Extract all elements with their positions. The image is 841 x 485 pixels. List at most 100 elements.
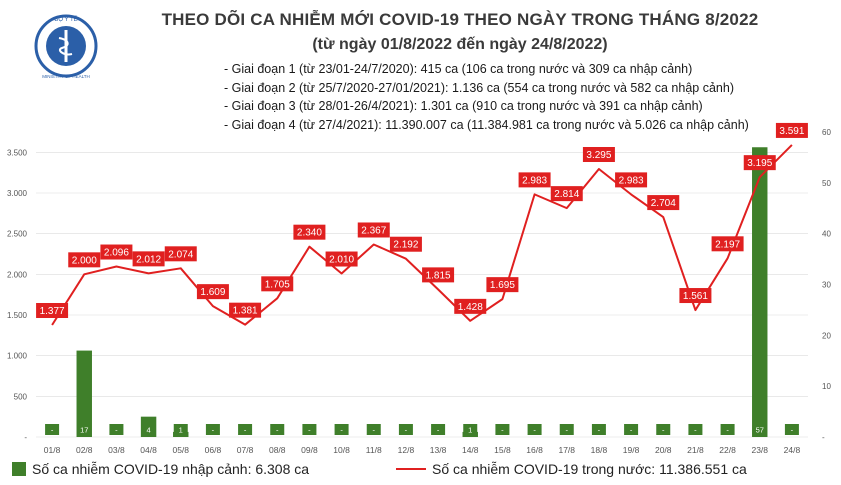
x-tick-label: 07/8	[237, 445, 254, 455]
data-label: 1.705	[265, 279, 290, 290]
x-tick-label: 12/8	[398, 445, 415, 455]
bar-value-label: -	[51, 426, 54, 435]
data-label-box	[325, 251, 358, 267]
y-right-tick-label: 10	[822, 382, 831, 391]
legend-label-line: Số ca nhiễm COVID-19 trong nước: 11.386.…	[432, 461, 747, 477]
x-tick-label: 21/8	[687, 445, 704, 455]
bar-value-label: -	[308, 426, 311, 435]
line-series	[51, 144, 793, 326]
bar-value-label: -	[405, 426, 408, 435]
bar	[462, 431, 478, 437]
data-label: 2.000	[72, 255, 97, 266]
y-right-tick-label: 20	[822, 331, 831, 340]
x-tick-label: 16/8	[526, 445, 543, 455]
bar-value-label: -	[340, 426, 343, 435]
x-tick-label: 08/8	[269, 445, 286, 455]
y-left-tick-label: 2.500	[7, 230, 28, 239]
bar-value-label: -	[244, 426, 247, 435]
data-label-box	[615, 172, 648, 188]
x-tick-label: 23/8	[751, 445, 768, 455]
data-label: 1.815	[426, 270, 451, 281]
data-label: 1.377	[40, 306, 65, 317]
data-label-box	[422, 267, 455, 283]
data-label: 2.197	[715, 239, 740, 250]
x-tick-label: 18/8	[591, 445, 608, 455]
data-label-box	[100, 244, 133, 260]
y-left-tick-label: 2.000	[7, 270, 28, 279]
data-label: 1.428	[458, 302, 483, 313]
bar-label-chip	[431, 424, 446, 435]
data-label: 1.381	[233, 306, 258, 317]
x-tick-label: 06/8	[205, 445, 222, 455]
data-label: 2.983	[619, 175, 644, 186]
x-tick-label: 22/8	[719, 445, 736, 455]
x-tick-label: 09/8	[301, 445, 318, 455]
y-left-tick-label: 3.500	[7, 148, 28, 157]
data-label: 2.010	[329, 255, 354, 266]
x-tick-label: 15/8	[494, 445, 511, 455]
data-label-box	[679, 288, 712, 304]
bar-label-chip	[463, 424, 478, 435]
bar-value-label: 17	[80, 426, 88, 435]
data-label-box	[775, 122, 808, 138]
bar	[76, 350, 92, 437]
bar	[140, 416, 157, 437]
data-label-box	[293, 224, 326, 240]
bar-label-chip	[495, 424, 510, 435]
bar-value-label: -	[373, 426, 376, 435]
bar-label-chip	[720, 424, 735, 435]
data-label-box	[389, 236, 422, 252]
data-label: 2.814	[554, 189, 579, 200]
bar-label-chip	[398, 424, 413, 435]
data-label-box	[68, 252, 101, 268]
note-phase-2: - Giai đoạn 2 (từ 25/7/2020-27/01/2021):…	[224, 80, 734, 95]
bar-value-label: 1	[468, 426, 472, 435]
bar-value-label: 1	[179, 426, 183, 435]
y-right-tick-label: 30	[822, 281, 831, 290]
y-left-tick-label: -	[24, 433, 27, 442]
bar-value-label: -	[212, 426, 215, 435]
legend-swatch-line	[396, 468, 426, 470]
bar-label-chip	[205, 424, 220, 435]
data-label: 2.704	[651, 198, 676, 209]
x-tick-label: 04/8	[140, 445, 157, 455]
data-label: 3.591	[779, 126, 804, 137]
phase-notes: - Giai đoạn 1 (từ 23/01-24/7/2020): 415 …	[224, 60, 749, 134]
bar-label-chip	[238, 424, 253, 435]
x-tick-label: 13/8	[430, 445, 447, 455]
x-tick-label: 01/8	[44, 445, 61, 455]
bar-label-chip	[527, 424, 542, 435]
data-label-box	[164, 246, 197, 262]
y-right-tick-label: 60	[822, 128, 831, 137]
bar-label-chip	[656, 424, 671, 435]
data-label: 2.074	[168, 249, 193, 260]
bar-value-label: -	[501, 426, 504, 435]
x-tick-label: 05/8	[172, 445, 189, 455]
data-label-box	[261, 276, 294, 292]
x-tick-label: 10/8	[333, 445, 350, 455]
bar-label-chip	[109, 424, 124, 435]
x-tick-label: 14/8	[462, 445, 479, 455]
y-left-tick-label: 1.500	[7, 311, 28, 320]
data-label-box	[454, 298, 487, 314]
data-label-box	[196, 284, 229, 300]
x-tick-label: 02/8	[76, 445, 93, 455]
bar-value-label: -	[630, 426, 633, 435]
logo-text-top: BỘ Y TẾ	[54, 16, 77, 23]
bar-label-chip	[784, 424, 799, 435]
ministry-of-health-logo: BỘ Y TẾ MINISTRY OF HEALTH	[34, 14, 98, 79]
chart-subtitle: (từ ngày 01/8/2022 đến ngày 24/8/2022)	[312, 36, 608, 53]
data-label-box	[486, 277, 519, 293]
data-label-box	[36, 303, 69, 319]
bar-value-label: -	[791, 426, 794, 435]
bar-label-chip	[752, 424, 767, 435]
x-tick-label: 17/8	[558, 445, 575, 455]
data-label-box	[647, 195, 680, 211]
data-label-box	[550, 186, 583, 202]
bar-label-chip	[302, 424, 317, 435]
bar-value-label: -	[115, 426, 118, 435]
x-tick-label: 24/8	[784, 445, 801, 455]
bar-value-label: -	[662, 426, 665, 435]
data-label-box	[582, 147, 615, 163]
